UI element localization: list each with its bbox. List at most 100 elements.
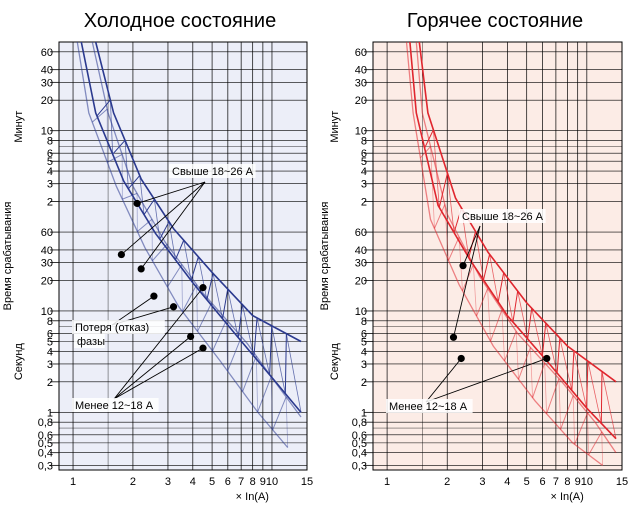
- truss-diagonal: [109, 99, 114, 155]
- truss-rung: [272, 396, 287, 430]
- y-tick-label-minutes: 3: [47, 179, 53, 191]
- truss-rung: [91, 108, 108, 123]
- y-tick-label-minutes: 30: [355, 77, 367, 89]
- x-axis-label: × In(A): [550, 491, 583, 503]
- annotation-leader-line: [140, 181, 206, 270]
- truss-rung: [532, 362, 546, 398]
- truss-diagonal: [501, 309, 505, 361]
- x-tick-label: 4: [504, 476, 510, 488]
- y-tick-label-minutes: 6: [361, 148, 367, 160]
- series-1-upper-curve: [418, 42, 617, 383]
- series-2-upper-curve: [415, 42, 617, 454]
- y-tick-label-seconds: 6: [361, 328, 367, 340]
- x-tick-label: 5: [524, 476, 530, 488]
- truss-rung: [482, 254, 491, 281]
- y-tick-label-seconds: 0,4: [352, 448, 367, 460]
- truss-rung: [420, 146, 431, 159]
- y-tick-label-seconds: 5: [361, 336, 367, 348]
- y-tick-label-seconds: 0,8: [38, 417, 53, 429]
- annotation-label: фазы: [77, 336, 105, 348]
- truss-rung: [190, 256, 199, 281]
- annotation-point: [137, 265, 145, 273]
- y-tick-label-seconds: 1: [361, 407, 367, 419]
- truss-diagonal: [444, 204, 449, 261]
- truss-diagonal: [166, 244, 168, 288]
- annotation-label-bg: [169, 164, 256, 178]
- truss-rung: [541, 323, 547, 356]
- y-tick-label-minutes: 10: [41, 126, 53, 138]
- truss-diagonal: [227, 288, 239, 338]
- truss-rung: [527, 308, 533, 340]
- x-tick-label: 15: [616, 476, 628, 488]
- truss-diagonal: [285, 396, 289, 448]
- y-axis-label: Время срабатывания: [319, 202, 331, 311]
- y-tick-label-seconds: 3: [361, 359, 367, 371]
- truss-rung: [96, 99, 111, 117]
- truss-diagonal: [517, 291, 529, 340]
- truss-rung: [253, 317, 258, 357]
- truss-diagonal: [181, 264, 183, 312]
- y-tick-label-seconds: 0,3: [352, 460, 367, 472]
- truss-rung: [448, 236, 460, 261]
- annotation-leader-line: [113, 287, 204, 400]
- x-tick-label: 8: [564, 476, 570, 488]
- annotation-label-bg: [386, 399, 473, 413]
- y-tick-label-seconds: 10: [355, 306, 367, 318]
- series-1-lower-curve: [80, 42, 302, 413]
- y-tick-label-seconds: 0,3: [38, 460, 53, 472]
- truss-diagonal: [211, 302, 213, 351]
- truss-rung: [107, 153, 123, 163]
- truss-rung: [242, 355, 257, 392]
- truss-rung: [518, 347, 531, 380]
- truss-rung: [174, 239, 185, 261]
- truss-rung: [143, 199, 155, 215]
- truss-rung: [588, 431, 603, 456]
- y-tick-label-seconds: 10: [41, 306, 53, 318]
- truss-diagonal: [271, 325, 286, 394]
- y-tick-label-seconds: 8: [47, 316, 53, 328]
- annotation-label: Свыше 18~26 А: [462, 211, 544, 223]
- y-tick-label-minutes: 60: [41, 47, 53, 59]
- annotation-point: [457, 354, 465, 363]
- x-tick-label: 1: [70, 476, 76, 488]
- truss-diagonal: [487, 288, 491, 342]
- truss-rung: [497, 272, 505, 303]
- x-tick-label: 2: [130, 476, 136, 488]
- x-tick-label: 2: [444, 476, 450, 488]
- y-tick-label-seconds: 30: [355, 258, 367, 270]
- truss-rung: [490, 309, 503, 342]
- annotation-leader-line: [113, 347, 204, 400]
- annotation-leader-line: [121, 181, 206, 255]
- annotation-point: [199, 284, 207, 292]
- x-tick-label: 4: [190, 476, 196, 488]
- truss-rung: [206, 273, 214, 300]
- y-unit-minutes: Минут: [329, 111, 341, 143]
- x-tick-label: 1: [384, 476, 390, 488]
- y-tick-label-minutes: 30: [41, 77, 53, 89]
- y-tick-label-seconds: 3: [47, 359, 53, 371]
- annotation-point: [187, 332, 195, 341]
- curves-group: [76, 42, 302, 448]
- y-tick-label-minutes: 5: [47, 156, 53, 168]
- truss-rung: [546, 378, 560, 414]
- annotation-label-bg: [72, 320, 165, 334]
- x-tick-label: 9: [260, 476, 266, 488]
- annotation-leader-line: [113, 336, 191, 400]
- x-tick-label: 5: [209, 476, 215, 488]
- y-tick-label-minutes: 2: [361, 197, 367, 209]
- y-tick-label-minutes: 60: [355, 47, 367, 59]
- annotation-leader-line: [425, 358, 462, 403]
- truss-diagonal: [558, 378, 562, 430]
- truss-diagonal: [168, 221, 176, 260]
- truss-rung: [574, 412, 588, 445]
- y-tick-label-seconds: 20: [41, 275, 53, 287]
- truss-rung: [197, 302, 213, 332]
- truss-diagonal: [226, 319, 228, 372]
- y-tick-label-minutes: 3: [361, 179, 367, 191]
- truss-rung: [504, 331, 517, 362]
- x-tick-label: 10: [581, 476, 593, 488]
- y-unit-seconds: Секунд: [329, 343, 341, 381]
- y-tick-label-minutes: 2: [47, 197, 53, 209]
